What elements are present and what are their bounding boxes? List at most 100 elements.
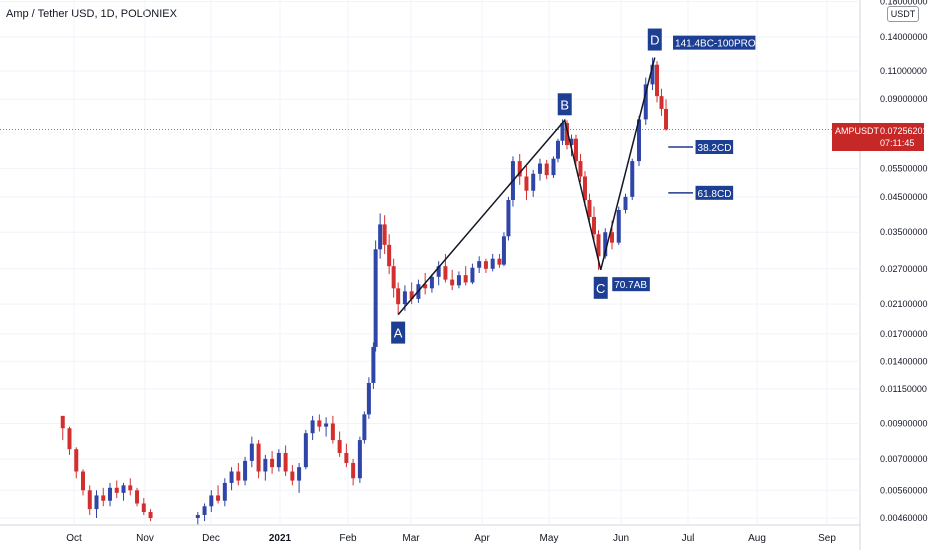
- annotation-text: 141.4BC-100PRO: [675, 39, 756, 50]
- candle: [114, 480, 119, 499]
- y-tick-label: 0.14000000: [880, 32, 928, 42]
- x-tick-label: Dec: [202, 533, 220, 544]
- candle: [450, 269, 455, 291]
- y-tick-label: 0.02100000: [880, 299, 928, 309]
- candle: [67, 426, 72, 455]
- candle-body: [501, 236, 506, 265]
- candle-body: [67, 428, 72, 450]
- candle: [229, 467, 234, 491]
- candle: [429, 274, 434, 293]
- candle: [555, 138, 560, 163]
- y-tick-label: 0.05500000: [880, 164, 928, 174]
- candle-body: [297, 467, 302, 481]
- currency-scale-button[interactable]: USDT: [887, 6, 919, 22]
- candle-body: [650, 64, 655, 85]
- candle-body: [303, 433, 308, 468]
- candle: [664, 99, 669, 131]
- candle: [330, 415, 335, 444]
- candle-body: [317, 420, 322, 427]
- y-tick-label: 0.01150000: [880, 384, 927, 394]
- candle-body: [209, 495, 214, 507]
- candle-body: [310, 420, 315, 434]
- candle-body: [324, 423, 329, 427]
- candle: [477, 256, 482, 274]
- point-label-text: A: [394, 326, 403, 341]
- candle: [128, 478, 133, 496]
- candle: [236, 462, 241, 486]
- candle: [517, 153, 522, 185]
- candle: [276, 449, 281, 472]
- candle-body: [531, 173, 536, 191]
- candle: [283, 445, 288, 476]
- candle: [263, 454, 268, 481]
- candle-body: [357, 440, 362, 479]
- candle-body: [470, 267, 475, 283]
- y-tick-label: 0.01400000: [880, 356, 928, 366]
- candle: [249, 436, 254, 468]
- candle-body: [616, 209, 621, 243]
- candle-body: [396, 288, 401, 305]
- annotation: 70.7AB: [612, 277, 650, 292]
- point-label-box: [557, 93, 572, 116]
- candle-body: [429, 276, 434, 289]
- candles: [60, 57, 669, 525]
- candle: [391, 258, 396, 298]
- annotation: 61.8CD: [695, 185, 734, 200]
- annotation-box: [612, 277, 650, 292]
- annotation: 38.2CD: [695, 140, 734, 155]
- candle-body: [101, 495, 106, 501]
- candle-body: [344, 452, 349, 463]
- candle-body: [195, 514, 200, 518]
- candle: [324, 417, 329, 437]
- candle-body: [623, 196, 628, 210]
- y-tick-label: 0.01700000: [880, 329, 928, 339]
- x-tick-label: Apr: [474, 533, 490, 544]
- point-label-b: B: [557, 93, 572, 116]
- candle: [222, 478, 227, 507]
- candle-body: [423, 284, 428, 289]
- candle-body: [263, 458, 268, 472]
- candle: [148, 509, 153, 522]
- candle-body: [202, 506, 207, 515]
- candle: [81, 469, 86, 496]
- candle-body: [490, 258, 495, 269]
- y-tick-label: 0.03500000: [880, 227, 928, 237]
- candle-body: [603, 232, 608, 257]
- candle: [135, 487, 140, 507]
- candle-body: [483, 261, 488, 269]
- chart-title: Amp / Tether USD, 1D, POLONIEX: [6, 8, 177, 20]
- candle-body: [60, 415, 65, 429]
- harmonic-pattern: A B C D 141.4BC-100PRO 70.7AB 38.2CD 61.8CD: [391, 28, 756, 344]
- annotation-text: 61.8CD: [698, 189, 732, 200]
- candle: [121, 482, 126, 501]
- candle-body: [456, 275, 461, 286]
- candle-body: [497, 258, 502, 265]
- candle: [531, 169, 536, 197]
- candle: [297, 462, 302, 493]
- candle-body: [524, 176, 529, 191]
- candle-body: [387, 244, 392, 267]
- candle: [373, 240, 378, 352]
- candle-body: [243, 460, 248, 481]
- candle: [616, 206, 621, 245]
- candle: [463, 266, 468, 286]
- candle-body: [477, 261, 482, 268]
- annotation-text: 38.2CD: [698, 143, 732, 154]
- point-label-a: A: [391, 321, 406, 344]
- candle-body: [236, 471, 241, 481]
- candle-body: [564, 123, 569, 146]
- candle-body: [391, 266, 396, 289]
- x-tick-label: Aug: [748, 533, 766, 544]
- candle-body: [81, 471, 86, 491]
- candle: [456, 271, 461, 289]
- candle: [243, 456, 248, 486]
- candle: [573, 134, 578, 167]
- candle: [501, 232, 506, 267]
- candle-body: [664, 108, 669, 130]
- candle: [490, 253, 495, 272]
- candle: [357, 436, 362, 483]
- point-label-text: B: [560, 97, 569, 112]
- candle: [396, 282, 401, 315]
- candle: [643, 77, 648, 125]
